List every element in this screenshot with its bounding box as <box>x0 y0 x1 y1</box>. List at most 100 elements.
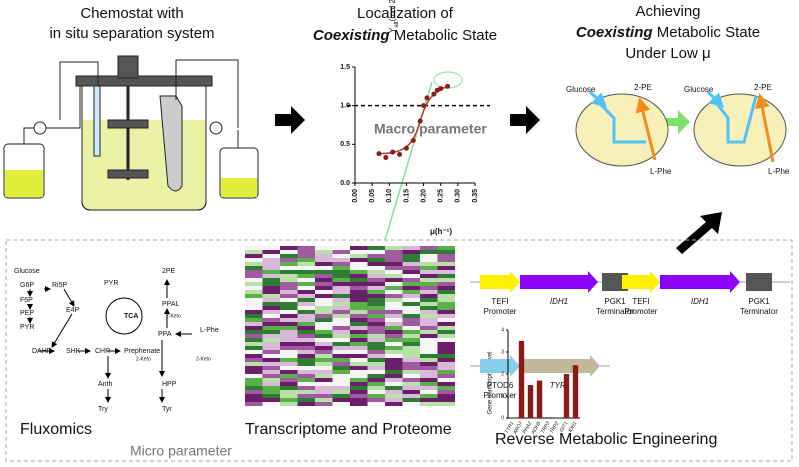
heat-cell <box>385 326 403 330</box>
heat-cell <box>420 346 438 350</box>
heat-cell <box>420 310 438 314</box>
gene-part <box>660 271 740 293</box>
heat-cell <box>262 282 280 286</box>
micro-box <box>5 239 793 462</box>
heat-cell <box>437 314 455 318</box>
heat-cell <box>402 258 420 262</box>
heat-cell <box>437 366 455 370</box>
metabolic-ovals <box>575 90 787 167</box>
heat-cell <box>297 330 315 334</box>
heat-cell <box>262 350 280 354</box>
heat-cell <box>332 382 350 386</box>
heat-cell <box>420 378 438 382</box>
heat-cell <box>385 318 403 322</box>
heat-cell <box>332 310 350 314</box>
heat-cell <box>245 290 263 294</box>
heat-cell <box>297 398 315 402</box>
heat-cell <box>402 334 420 338</box>
heat-cell <box>402 346 420 350</box>
heat-cell <box>297 266 315 270</box>
rest: Metabolic State <box>394 27 497 44</box>
heat-cell <box>332 250 350 254</box>
heat-cell <box>297 378 315 382</box>
heat-cell <box>332 290 350 294</box>
point <box>424 95 430 101</box>
heat-cell <box>280 370 298 374</box>
x-tick-label: 0.10 <box>386 189 393 203</box>
point <box>445 83 451 89</box>
pathway-node: 2-Keto <box>196 356 211 362</box>
heat-cell <box>297 310 315 314</box>
heat-cell <box>367 398 385 402</box>
heat-cell <box>245 246 263 250</box>
heat-cell <box>402 254 420 258</box>
heat-cell <box>280 294 298 298</box>
heat-cell <box>350 342 368 346</box>
heat-cell <box>420 394 438 398</box>
heat-cell <box>315 330 333 334</box>
heat-cell <box>280 290 298 294</box>
heat-cell <box>385 262 403 266</box>
heat-cell <box>402 386 420 390</box>
heat-cell <box>437 306 455 310</box>
heat-cell <box>280 282 298 286</box>
heat-cell <box>262 386 280 390</box>
heat-cell <box>297 298 315 302</box>
heat-cell <box>332 254 350 258</box>
heat-cell <box>402 342 420 346</box>
pathway-node: Anth <box>98 381 113 388</box>
heat-cell <box>420 282 438 286</box>
heat-cell <box>280 338 298 342</box>
heat-cell <box>367 354 385 358</box>
heat-cell <box>245 250 263 254</box>
heat-cell <box>332 330 350 334</box>
heat-cell <box>332 282 350 286</box>
heat-cell <box>420 374 438 378</box>
heat-cell <box>315 350 333 354</box>
heat-cell <box>385 386 403 390</box>
heat-cell <box>280 342 298 346</box>
heat-cell <box>402 278 420 282</box>
heat-cell <box>402 298 420 302</box>
heat-cell <box>297 262 315 266</box>
bar <box>545 417 552 418</box>
emph: Coexisting <box>313 27 390 44</box>
heat-cell <box>332 390 350 394</box>
heat-cell <box>315 306 333 310</box>
heat-cell <box>262 382 280 386</box>
rest: Metabolic State <box>657 24 760 41</box>
heat-cell <box>402 390 420 394</box>
pathway-arrow <box>63 288 75 307</box>
heat-cell <box>420 338 438 342</box>
heat-cell <box>350 402 368 406</box>
heat-cell <box>385 342 403 346</box>
heat-cell <box>367 326 385 330</box>
point <box>390 149 396 155</box>
heat-cell <box>367 278 385 282</box>
heat-cell <box>315 278 333 282</box>
heat-cell <box>262 366 280 370</box>
heat-cell <box>367 314 385 318</box>
pathway-node: PYR <box>104 280 118 287</box>
heat-cell <box>402 326 420 330</box>
heat-cell <box>420 390 438 394</box>
heat-cell <box>262 274 280 278</box>
arrow <box>275 106 305 134</box>
heat-cell <box>245 354 263 358</box>
heat-cell <box>402 370 420 374</box>
x-tick-label: 0.35 <box>472 189 479 203</box>
bar <box>527 385 534 418</box>
heat-cell <box>315 266 333 270</box>
heat-cell <box>350 298 368 302</box>
heat-cell <box>262 254 280 258</box>
heat-cell <box>280 310 298 314</box>
heat-cell <box>367 302 385 306</box>
heat-cell <box>367 306 385 310</box>
heat-cell <box>280 354 298 358</box>
heat-cell <box>437 266 455 270</box>
heat-cell <box>385 382 403 386</box>
heat-cell <box>262 258 280 262</box>
heat-cell <box>385 302 403 306</box>
heat-cell <box>437 362 455 366</box>
heat-cell <box>437 262 455 266</box>
